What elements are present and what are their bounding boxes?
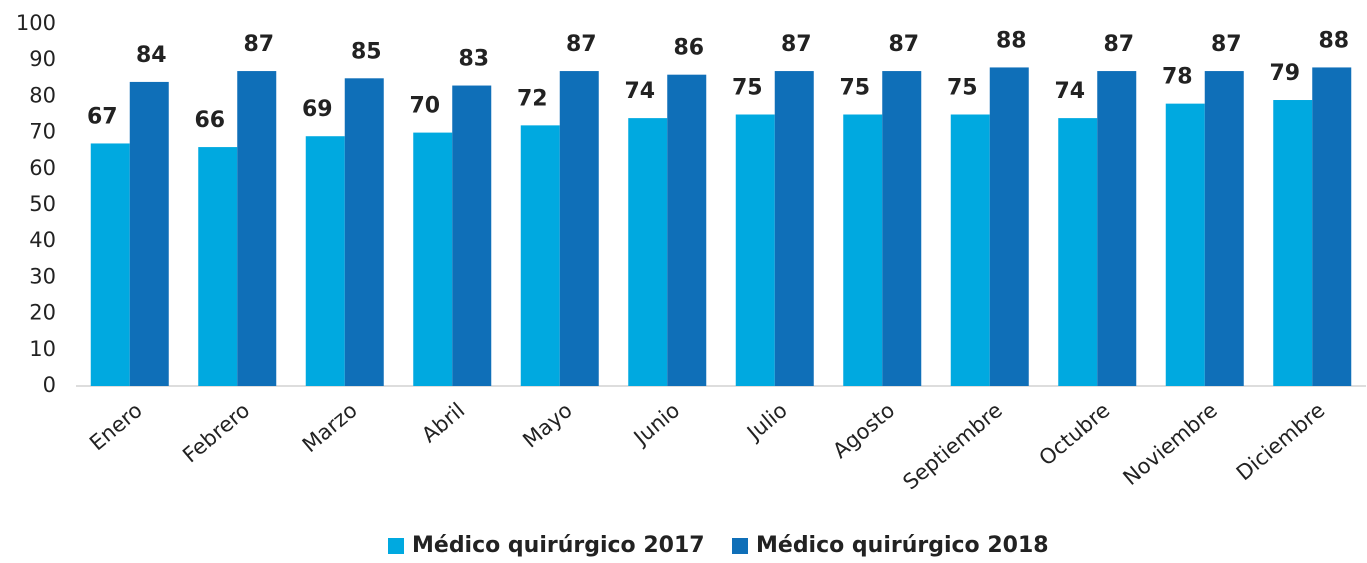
x-tick-label: Septiembre bbox=[898, 398, 1006, 494]
x-tick-label: Agosto bbox=[828, 398, 899, 463]
bar bbox=[774, 71, 814, 386]
value-label: 75 bbox=[839, 76, 870, 101]
value-label: 74 bbox=[1054, 79, 1085, 104]
x-tick-label: Junio bbox=[628, 398, 684, 451]
bar bbox=[1165, 103, 1205, 386]
y-tick-label: 90 bbox=[29, 47, 56, 71]
value-label: 74 bbox=[624, 79, 655, 104]
bar bbox=[520, 125, 560, 387]
bar bbox=[452, 85, 492, 386]
legend-swatch bbox=[388, 538, 404, 554]
value-label: 86 bbox=[673, 36, 704, 61]
bar bbox=[559, 71, 599, 386]
y-tick-label: 10 bbox=[29, 337, 56, 361]
bar bbox=[237, 71, 277, 386]
y-tick-label: 20 bbox=[29, 301, 56, 325]
x-tick-label: Febrero bbox=[178, 398, 254, 467]
value-label: 88 bbox=[1318, 28, 1349, 53]
value-label: 83 bbox=[458, 47, 489, 72]
value-label: 84 bbox=[136, 43, 167, 68]
bar bbox=[882, 71, 922, 386]
value-label: 75 bbox=[947, 76, 978, 101]
x-tick-label: Marzo bbox=[298, 398, 362, 457]
x-tick-label: Julio bbox=[741, 398, 792, 446]
y-tick-label: 100 bbox=[16, 11, 56, 35]
x-tick-label: Diciembre bbox=[1232, 398, 1330, 485]
bar bbox=[1273, 100, 1313, 387]
value-label: 66 bbox=[194, 108, 225, 133]
value-label: 75 bbox=[732, 76, 763, 101]
x-tick-label: Octubre bbox=[1035, 398, 1115, 470]
value-label: 79 bbox=[1269, 61, 1300, 86]
legend-swatch bbox=[732, 538, 748, 554]
value-label: 67 bbox=[87, 104, 118, 129]
value-label: 87 bbox=[1211, 32, 1242, 57]
bar bbox=[198, 147, 238, 386]
bar bbox=[344, 78, 384, 387]
bar bbox=[1312, 67, 1352, 386]
bar bbox=[413, 132, 453, 386]
bar bbox=[1204, 71, 1244, 386]
bar bbox=[129, 81, 169, 387]
x-tick-label: Abril bbox=[417, 398, 469, 447]
y-tick-label: 30 bbox=[29, 264, 56, 288]
bar bbox=[628, 118, 668, 387]
bar bbox=[1058, 118, 1098, 387]
bar bbox=[90, 143, 130, 386]
value-label: 85 bbox=[351, 39, 382, 64]
bar bbox=[305, 136, 345, 386]
y-tick-label: 40 bbox=[29, 228, 56, 252]
bar bbox=[950, 114, 990, 386]
x-tick-label: Mayo bbox=[518, 398, 577, 453]
bar bbox=[667, 74, 707, 387]
value-label: 87 bbox=[781, 32, 812, 57]
value-label: 88 bbox=[996, 28, 1027, 53]
y-tick-label: 60 bbox=[29, 156, 56, 180]
value-label: 72 bbox=[517, 86, 548, 111]
value-label: 87 bbox=[243, 32, 274, 57]
y-tick-label: 80 bbox=[29, 83, 56, 107]
y-tick-label: 0 bbox=[43, 373, 56, 397]
value-label: 87 bbox=[1103, 32, 1134, 57]
bar bbox=[843, 114, 883, 386]
value-label: 78 bbox=[1162, 65, 1193, 90]
value-label: 87 bbox=[566, 32, 597, 57]
legend-label: Médico quirúrgico 2018 bbox=[756, 533, 1049, 558]
bar bbox=[989, 67, 1029, 386]
x-tick-label: Enero bbox=[85, 398, 147, 455]
y-tick-label: 70 bbox=[29, 120, 56, 144]
bar bbox=[735, 114, 775, 386]
value-label: 69 bbox=[302, 97, 333, 122]
value-label: 87 bbox=[888, 32, 919, 57]
bar bbox=[1097, 71, 1137, 386]
y-tick-label: 50 bbox=[29, 192, 56, 216]
legend-label: Médico quirúrgico 2017 bbox=[412, 533, 705, 558]
value-label: 70 bbox=[409, 94, 440, 119]
x-tick-label: Noviembre bbox=[1119, 398, 1222, 490]
